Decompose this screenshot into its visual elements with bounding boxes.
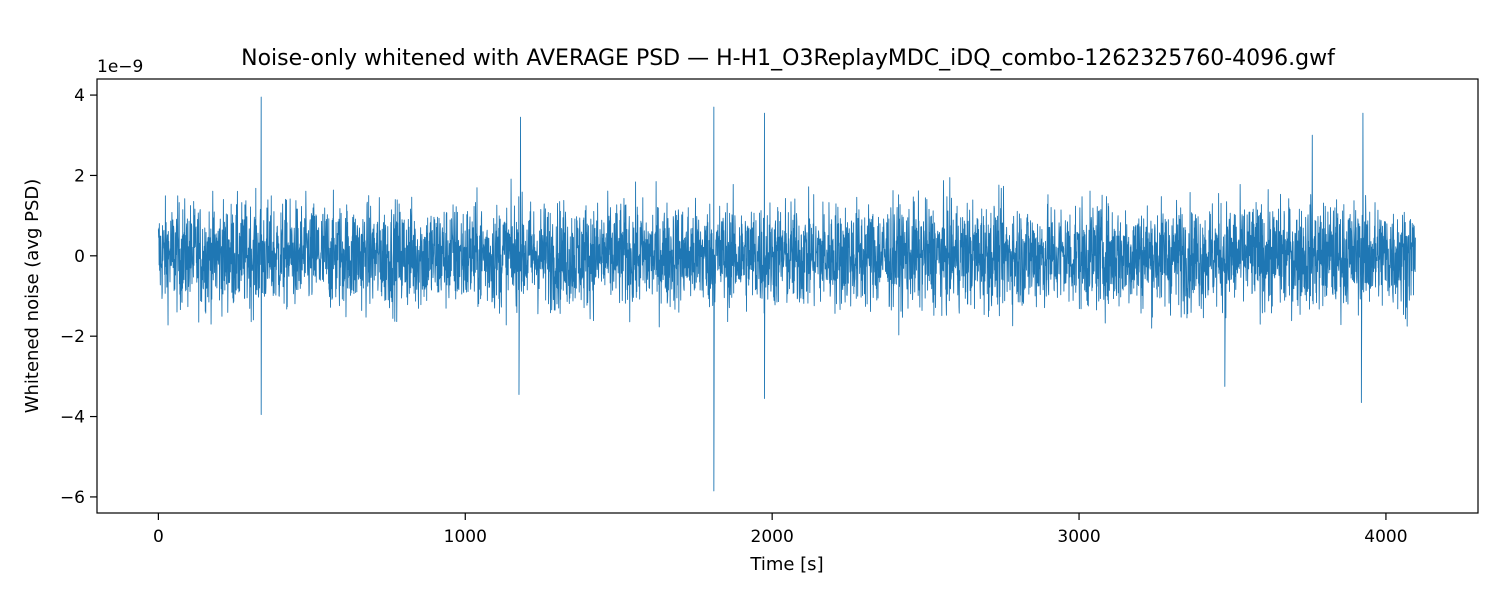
y-tick-label: −2 bbox=[60, 327, 85, 347]
x-tick-label: 2000 bbox=[751, 527, 794, 547]
y-tick-label: −4 bbox=[60, 408, 85, 428]
series-line bbox=[157, 96, 1416, 492]
y-offset-text: 1e−9 bbox=[97, 57, 143, 77]
x-tick-label: 4000 bbox=[1364, 527, 1407, 547]
y-axis-label: Whitened noise (avg PSD) bbox=[22, 179, 43, 414]
y-tick-label: −6 bbox=[60, 488, 85, 508]
x-tick-label: 1000 bbox=[444, 527, 487, 547]
x-tick-label: 0 bbox=[153, 527, 164, 547]
y-tick-label: 0 bbox=[74, 247, 85, 267]
y-tick-label: 4 bbox=[74, 86, 85, 106]
y-tick-label: 2 bbox=[74, 166, 85, 186]
plot-area bbox=[157, 96, 1416, 492]
chart-title: Noise-only whitened with AVERAGE PSD — H… bbox=[241, 46, 1336, 71]
x-axis: 0 1000 2000 3000 4000 bbox=[153, 513, 1408, 547]
axes-frame bbox=[96, 78, 1479, 514]
y-axis: −6 −4 −2 0 2 4 bbox=[60, 86, 97, 508]
x-tick-label: 3000 bbox=[1057, 527, 1100, 547]
x-axis-label: Time [s] bbox=[749, 554, 823, 575]
